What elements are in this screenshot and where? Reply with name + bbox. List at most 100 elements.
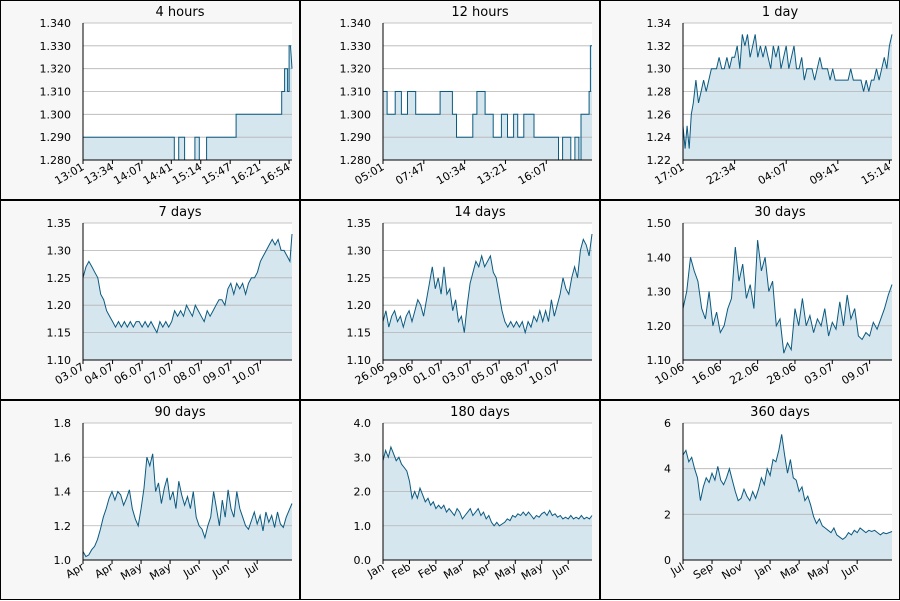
y-tick-label: 1.290 [340,131,372,144]
x-tick-label: 09:41 [807,160,841,187]
area-fill [83,453,292,560]
y-tick-label: 1.30 [347,244,372,257]
area-fill [83,45,292,160]
series-line [382,445,593,527]
chart-svg: 1.2801.2901.3001.3101.3201.3301.34013:01… [40,5,293,187]
chart-panel-4-hours: 1.280 1.290 1.300 1.310 1.320 1.330 1.340 13:01… [0,0,300,200]
y-tick-label: 4.0 [354,417,372,430]
chart-svg: 1.101.151.201.251.301.3526.0629.0601.070… [347,205,593,387]
y-tick-label: 0.0 [354,554,372,567]
y-tick-label: 1.300 [40,108,72,121]
x-tick-label: 16.06 [690,360,724,387]
chart-panel-180-days: 0.0 1.0 2.0 3.0 4.0 Jan Feb Feb Mar Apr May May Jun 1… [300,400,600,600]
series-line [383,45,592,161]
chart-svg: 1.101.151.201.251.301.3503.0704.0706.070… [47,205,293,387]
chart-title: 30 days [754,205,806,220]
y-tick-label: 1.25 [47,272,72,285]
chart-panel-14-days: 1.10 1.15 1.20 1.25 1.30 1.35 26.06 29.06 01.07 0… [300,200,600,400]
x-tick-label: 04:07 [756,160,790,187]
y-tick-label: 1.320 [340,63,372,76]
y-tick-label: 1.50 [647,217,672,230]
y-tick-label: 1.330 [340,40,372,53]
y-tick-label: 1.290 [40,131,72,144]
y-tick-label: 1.310 [340,86,372,99]
chart-panel-1-day: 1.22 1.24 1.26 1.28 1.30 1.32 1.34 17:01 22:34 04… [600,0,900,200]
area-fill [83,234,292,360]
y-tick-label: 3.0 [354,451,372,464]
area-fill [383,45,592,160]
chart-title: 4 hours [156,5,205,20]
y-tick-label: 1.30 [647,63,672,76]
x-tick-label: 10:34 [434,160,468,187]
y-tick-label: 1.8 [54,417,72,430]
x-tick-label: 08.07 [171,360,205,387]
chart-title: 14 days [454,205,506,220]
y-tick-label: 1.320 [40,63,72,76]
y-tick-label: 1.340 [40,17,72,30]
chart-svg: 1.2801.2901.3001.3101.3201.3301.34005:01… [340,5,592,187]
y-tick-label: 1.300 [340,108,372,121]
area-fill [383,234,592,360]
y-tick-label: 1.280 [40,154,72,167]
area-fill [683,240,892,360]
x-tick-label: 08.07 [498,360,532,387]
x-tick-label: 07:47 [393,160,427,187]
chart-title: 12 hours [451,5,508,20]
y-tick-label: 1.30 [47,244,72,257]
x-tick-label: 22.06 [727,360,761,387]
y-tick-label: 1.0 [354,520,372,533]
y-tick-label: 1.20 [647,320,672,333]
series-line [83,45,293,161]
x-tick-label: 16:54 [259,160,293,187]
y-tick-label: 1.40 [647,251,672,264]
y-tick-label: 2.0 [354,486,372,499]
y-tick-label: 1.340 [340,17,372,30]
x-tick-label: 16:21 [229,160,263,187]
y-tick-label: 4 [664,463,671,476]
y-tick-label: 1.32 [647,40,672,53]
x-tick-label: 09.07 [839,360,873,387]
area-fill [383,447,592,560]
y-tick-label: 1.20 [47,299,72,312]
series-line [382,233,593,335]
y-tick-label: 1.25 [347,272,372,285]
y-tick-label: 1.28 [647,86,672,99]
x-tick-label: 10.07 [230,360,264,387]
area-fill [683,34,892,160]
x-tick-label: 09.07 [201,360,235,387]
x-tick-label: Jul [668,560,687,578]
y-tick-label: 1.26 [647,108,672,121]
x-tick-label: 03.07 [440,360,474,387]
chart-title: 7 days [158,205,201,220]
series-line [682,434,893,541]
x-tick-label: 15:14 [859,160,893,187]
y-tick-label: 1.330 [40,40,72,53]
y-tick-label: 1.2 [54,520,72,533]
y-tick-label: 2 [664,508,671,521]
x-tick-label: 13:21 [475,160,509,187]
x-tick-label: Jul [242,560,261,578]
chart-panel-360-days: 0 2 4 6 Jul Sep Nov Jan Mar May Jun 360 days [600,400,900,600]
x-tick-label: 13:34 [82,160,116,187]
y-tick-label: 1.22 [647,154,672,167]
x-tick-label: 04.07 [82,360,116,387]
y-tick-label: 1.34 [647,17,672,30]
y-tick-label: 1.6 [54,451,72,464]
chart-panel-90-days: 1.0 1.2 1.4 1.6 1.8 Apr Apr May May Jun Jun Jul 90 d… [0,400,300,600]
series-line [82,453,293,558]
y-tick-label: 6 [664,417,671,430]
y-tick-label: 1.30 [647,286,672,299]
chart-title: 360 days [750,405,810,420]
x-tick-label: 03.07 [802,360,836,387]
x-tick-label: 16:07 [516,160,550,187]
x-tick-label: 05.07 [469,360,503,387]
chart-title: 1 day [762,5,799,20]
y-tick-label: 0 [664,554,671,567]
x-tick-label: 06.07 [112,360,146,387]
chart-title: 90 days [154,405,206,420]
y-tick-label: 1.310 [40,86,72,99]
